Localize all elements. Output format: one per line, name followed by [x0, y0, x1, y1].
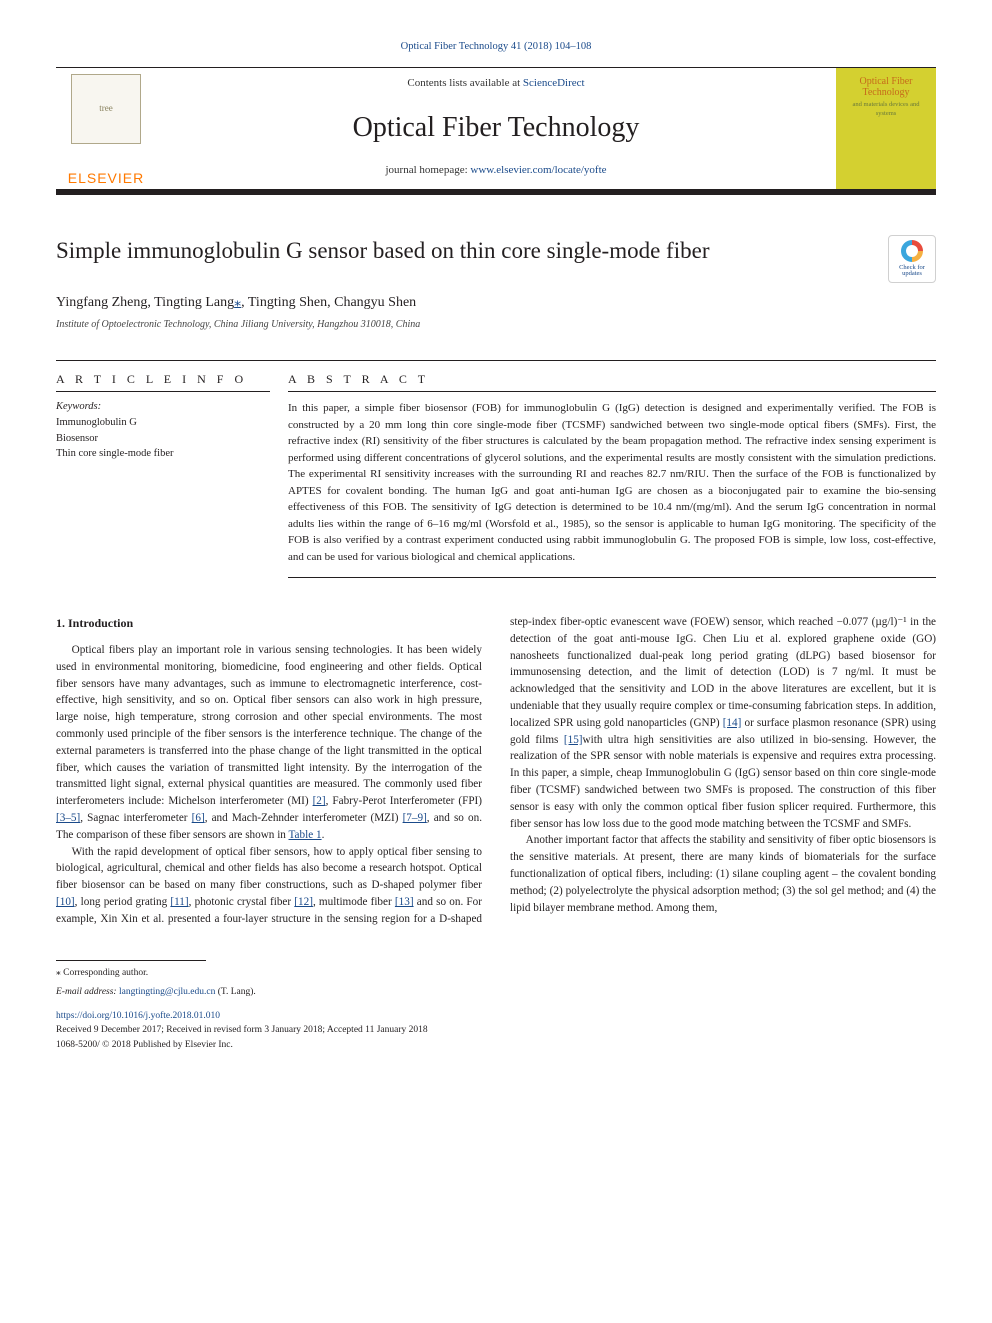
abstract-text: In this paper, a simple fiber biosensor …	[288, 400, 936, 578]
footnote-rule	[56, 960, 206, 961]
article-info-column: A R T I C L E I N F O Keywords: Immunogl…	[56, 361, 288, 578]
article-info-heading: A R T I C L E I N F O	[56, 361, 270, 392]
citation-link[interactable]: [6]	[192, 812, 205, 824]
homepage-link[interactable]: www.elsevier.com/locate/yofte	[470, 164, 606, 176]
journal-cover-thumbnail: Optical Fiber Technology and materials d…	[836, 68, 936, 189]
issn-line: 1068-5200/ © 2018 Published by Elsevier …	[56, 1040, 233, 1050]
body-paragraph: Another important factor that affects th…	[510, 832, 936, 916]
article-title: Simple immunoglobulin G sensor based on …	[56, 235, 868, 267]
keyword-item: Immunoglobulin G	[56, 415, 270, 431]
section-heading: 1. Introduction	[56, 614, 482, 632]
crossmark-label: Check forupdates	[899, 265, 925, 278]
cover-subtitle: and materials devices and systems	[842, 100, 930, 118]
body-columns: 1. Introduction Optical fibers play an i…	[56, 614, 936, 928]
publisher-logo-block: tree ELSEVIER	[56, 68, 156, 189]
citation-link[interactable]: [14]	[723, 717, 742, 729]
citation-link[interactable]: [10]	[56, 896, 75, 908]
abstract-column: A B S T R A C T In this paper, a simple …	[288, 361, 936, 578]
affiliation: Institute of Optoelectronic Technology, …	[56, 318, 936, 332]
cover-title: Optical Fiber Technology	[842, 76, 930, 98]
doi-link[interactable]: https://doi.org/10.1016/j.yofte.2018.01.…	[56, 1011, 220, 1021]
authors-part2: , Tingting Shen, Changyu Shen	[241, 295, 416, 310]
journal-name: Optical Fiber Technology	[156, 108, 836, 147]
citation-link[interactable]: [11]	[170, 896, 188, 908]
keywords-list: Immunoglobulin G Biosensor Thin core sin…	[56, 415, 270, 462]
citation-link[interactable]: [7–9]	[403, 812, 427, 824]
journal-issue-link[interactable]: Optical Fiber Technology 41 (2018) 104–1…	[56, 40, 936, 55]
citation-link[interactable]: [2]	[313, 795, 326, 807]
crossmark-button[interactable]: Check forupdates	[888, 235, 936, 283]
received-line: Received 9 December 2017; Received in re…	[56, 1025, 428, 1035]
sciencedirect-link[interactable]: ScienceDirect	[523, 77, 585, 89]
keywords-label: Keywords:	[56, 400, 270, 415]
corresponding-footnote: ⁎ Corresponding author.	[56, 967, 936, 980]
citation-link[interactable]: [12]	[294, 896, 313, 908]
crossmark-icon	[901, 240, 923, 262]
contents-line: Contents lists available at ScienceDirec…	[156, 76, 836, 91]
header-center: Contents lists available at ScienceDirec…	[156, 68, 836, 189]
citation-link[interactable]: [3–5]	[56, 812, 80, 824]
publisher-name: ELSEVIER	[68, 169, 144, 189]
homepage-prefix: journal homepage:	[385, 164, 470, 176]
citation-link[interactable]: [15]	[564, 734, 583, 746]
contents-prefix: Contents lists available at	[407, 77, 522, 89]
elsevier-tree-icon: tree	[71, 74, 141, 144]
homepage-line: journal homepage: www.elsevier.com/locat…	[156, 163, 836, 178]
abstract-heading: A B S T R A C T	[288, 361, 936, 392]
keyword-item: Thin core single-mode fiber	[56, 446, 270, 462]
authors-part1: Yingfang Zheng, Tingting Lang	[56, 295, 234, 310]
author-list: Yingfang Zheng, Tingting Lang⁎, Tingting…	[56, 293, 936, 313]
body-paragraph: Optical fibers play an important role in…	[56, 642, 482, 844]
journal-header: tree ELSEVIER Contents lists available a…	[56, 67, 936, 195]
email-footnote: E-mail address: langtingting@cjlu.edu.cn…	[56, 986, 936, 999]
table-link[interactable]: Table 1	[289, 829, 322, 841]
citation-link[interactable]: [13]	[395, 896, 414, 908]
email-link[interactable]: langtingting@cjlu.edu.cn	[119, 987, 215, 997]
doi-block: https://doi.org/10.1016/j.yofte.2018.01.…	[56, 1009, 936, 1052]
keyword-item: Biosensor	[56, 431, 270, 447]
